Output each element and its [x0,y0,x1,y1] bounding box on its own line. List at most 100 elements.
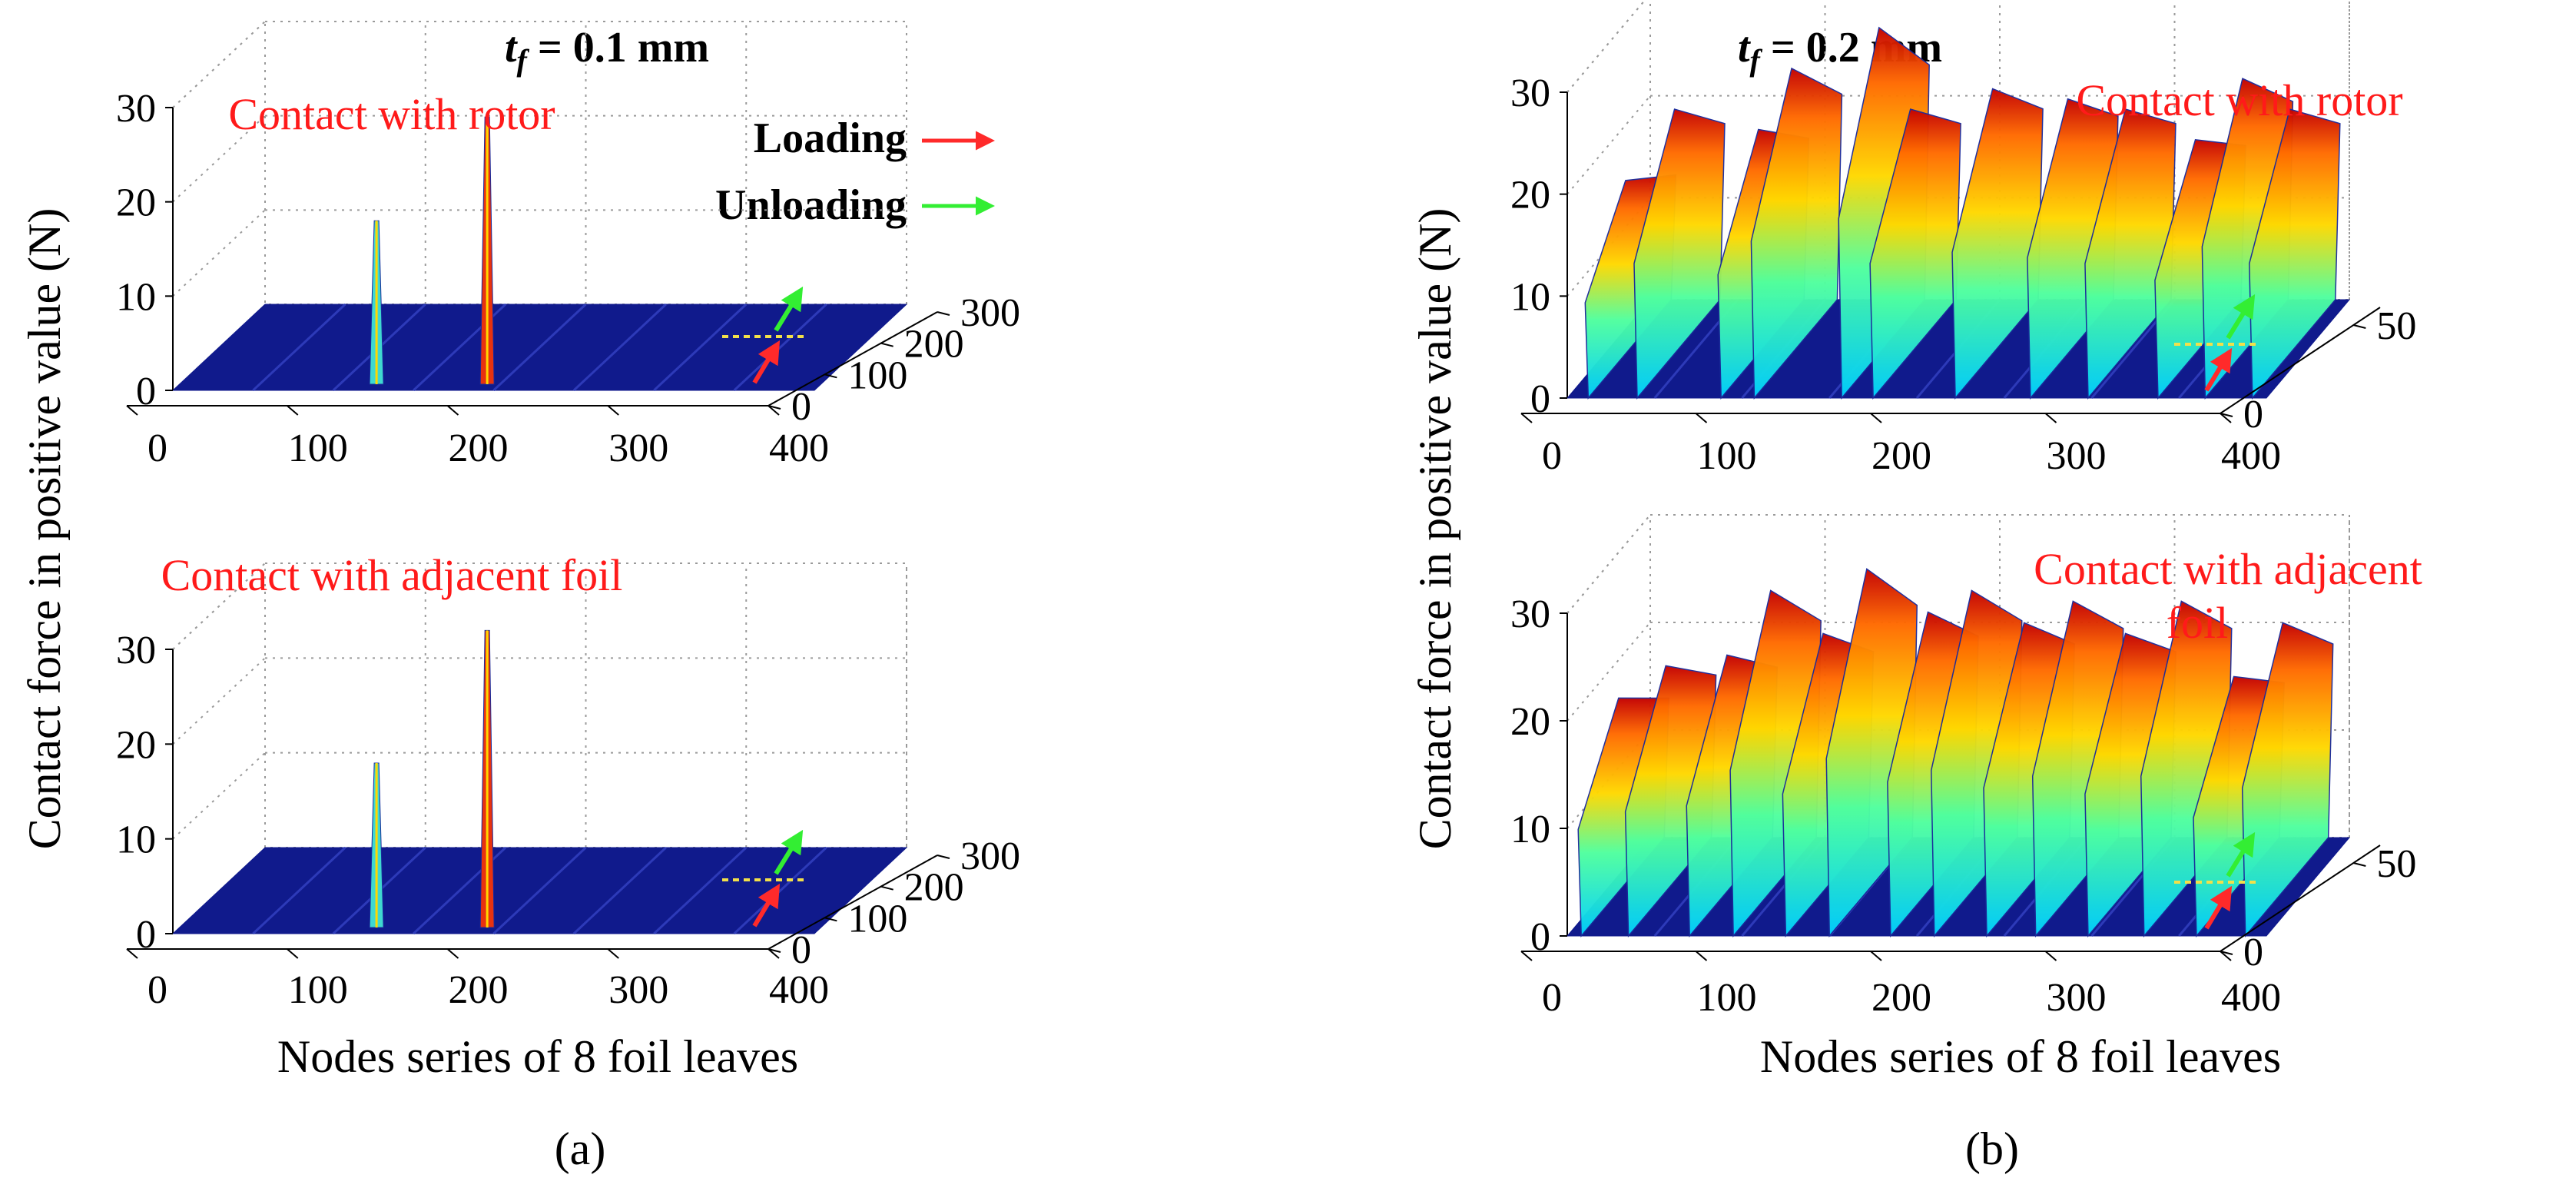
depth-tick [880,885,893,891]
y-axis-label-a: Contact force in positive value (N) [19,208,70,850]
x-axis-label-b: Nodes series of 8 foil leaves [1760,1031,2281,1082]
x-axis-label-a: Nodes series of 8 foil leaves [277,1031,798,1082]
y-tick-label: 30 [1510,592,1550,636]
panel-a-label: (a) [555,1123,606,1174]
x-tick-label: 300 [608,426,668,470]
x-tick-label: 100 [1697,976,1757,1020]
depth-tick [767,405,781,410]
x-tick [1695,951,1708,961]
x-tick-label: 100 [1697,434,1757,478]
unloading-arrow [774,829,804,875]
x-tick-label: 300 [2047,434,2107,478]
depth-tick [2353,862,2366,867]
y-tick-label: 10 [1510,808,1550,851]
x-tick-label: 0 [1542,434,1562,478]
x-tick-label: 300 [608,968,668,1012]
depth-tick-label: 0 [2243,393,2263,436]
x-tick-label: 200 [449,426,509,470]
x-tick [126,948,138,959]
legend-loading-label: Loading [754,114,907,162]
depth-tick-label: 200 [904,323,964,367]
y-tick-label: 0 [136,913,156,957]
x-tick-label: 0 [148,426,167,470]
unloading-arrow [774,286,804,332]
x-tick [446,405,459,416]
depth-tick-label: 100 [847,897,907,941]
x-tick-label: 0 [1542,976,1562,1020]
y-tick-label: 30 [1510,71,1550,115]
depth-tick-label: 300 [960,835,1020,878]
panel-b-label: (b) [1965,1123,2019,1174]
depth-tick-label: 0 [2243,931,2263,974]
x-tick-label: 400 [2221,434,2281,478]
depth-tick [2220,413,2233,417]
contact-wall [2249,108,2341,400]
x-tick-label: 0 [148,968,167,1012]
x-tick [607,405,619,416]
x-tick [1870,951,1882,961]
depth-tick [937,311,950,316]
foil-boundary [733,846,827,935]
subplot-annotation: Contact with rotor [2076,75,2402,125]
foil-boundary [572,846,667,935]
foil-boundary [653,303,748,392]
side-wall-gridline [1566,0,1646,93]
depth-tick-label: 300 [960,291,1020,335]
y-tick-label: 0 [136,370,156,413]
depth-tick [2353,324,2366,329]
y-tick-label: 10 [116,275,156,319]
side-wall-gridline [172,21,266,108]
x-tick-label: 200 [1871,976,1931,1020]
depth-tick [880,342,893,347]
foil-boundary [252,303,346,392]
depth-tick-label: 200 [904,866,964,910]
loading-arrow [752,883,781,928]
depth-tick-label: 100 [847,353,907,397]
x-tick [2220,951,2232,961]
x-tick [1520,413,1533,423]
subplot-annotation: Contact with adjacent foil [161,550,623,600]
loading-arrow [2204,347,2233,392]
side-wall-gridline [172,752,266,840]
x-tick-label: 100 [288,968,348,1012]
contact-wall [1869,108,1961,400]
x-tick [287,405,299,416]
x-tick [2044,951,2057,961]
depth-tick [824,373,837,379]
depth-tick-label: 50 [2376,842,2416,886]
contact-wall [2241,622,2334,938]
legend-unloading-label: Unloading [715,181,907,229]
foil-boundary [492,303,587,392]
x-tick [287,948,299,959]
y-tick-label: 10 [1510,275,1550,319]
y-tick-label: 10 [116,818,156,862]
contact-wall [1750,67,1843,400]
x-tick [2044,413,2057,423]
loading-arrow [2204,885,2233,930]
x-tick [607,948,619,959]
y-axis-label-b: Contact force in positive value (N) [1410,208,1460,850]
contact-wall [1951,88,2044,400]
depth-tick-label: 0 [791,928,811,972]
y-tick-label: 0 [1530,915,1550,959]
loading-arrow [752,340,781,384]
x-tick [1870,413,1882,423]
y-tick-label: 0 [1530,377,1550,421]
x-tick-label: 200 [449,968,509,1012]
panel-a-title: tf = 0.1 mm [505,24,709,78]
x-tick [767,948,780,959]
x-tick-label: 300 [2047,976,2107,1020]
depth-tick-label: 50 [2376,304,2416,348]
subplot-annotation: Contact with adjacent foil [2034,544,2422,648]
x-tick-label: 400 [769,968,829,1012]
x-tick-label: 400 [769,426,829,470]
foil-boundary [492,846,587,935]
foil-boundary [653,846,748,935]
side-wall-gridline [172,114,266,203]
y-tick-label: 20 [1510,700,1550,744]
